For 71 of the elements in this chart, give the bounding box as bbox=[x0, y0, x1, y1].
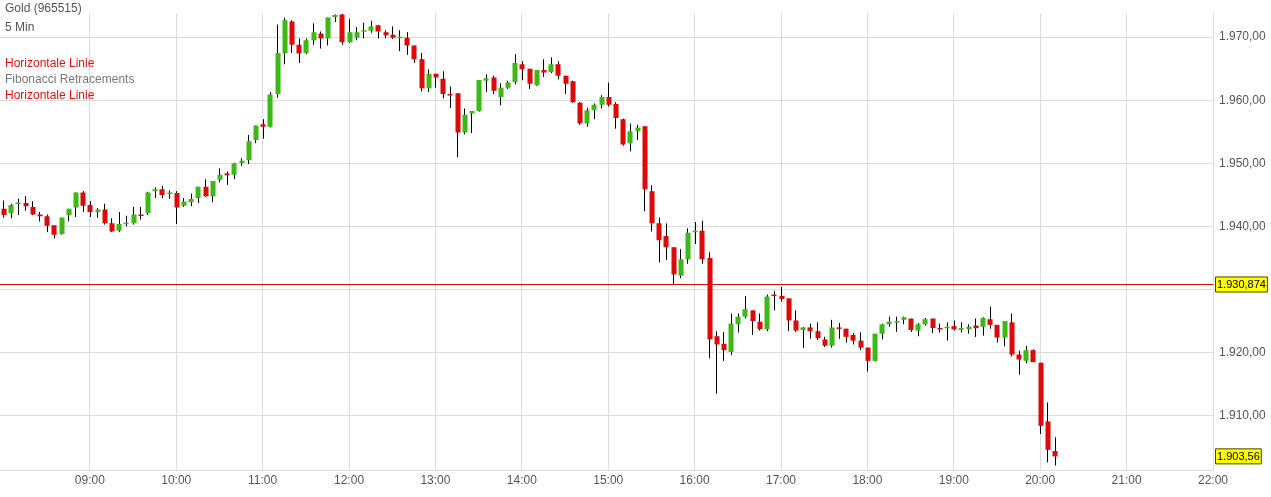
candlestick bbox=[1052, 436, 1058, 467]
candlestick bbox=[519, 60, 525, 81]
candlestick bbox=[1016, 350, 1022, 376]
candlestick bbox=[491, 75, 497, 95]
candlestick bbox=[210, 180, 216, 203]
candlestick bbox=[829, 319, 835, 349]
candlestick bbox=[289, 19, 295, 54]
y-tick-label: 1.910,00 bbox=[1219, 408, 1267, 423]
x-tick-label: 14:00 bbox=[506, 472, 538, 487]
annotation: Horizontale Linie bbox=[5, 88, 95, 103]
candlestick bbox=[786, 297, 792, 332]
candlestick bbox=[577, 101, 583, 126]
candlestick bbox=[714, 330, 720, 395]
candlestick bbox=[793, 309, 799, 333]
x-tick-label: 10:00 bbox=[161, 472, 192, 487]
x-tick-label: 16:00 bbox=[679, 472, 710, 487]
candlestick bbox=[260, 118, 266, 140]
candlestick bbox=[325, 17, 331, 46]
candlestick bbox=[440, 70, 446, 99]
candlestick bbox=[606, 82, 612, 108]
x-tick-label: 12:00 bbox=[334, 472, 365, 487]
annotation: Horizontale Linie bbox=[5, 56, 95, 71]
candlestick bbox=[512, 53, 518, 85]
candlestick bbox=[311, 22, 317, 46]
x-tick-label: 15:00 bbox=[593, 472, 624, 487]
x-tick-label: 22:00 bbox=[1197, 472, 1229, 487]
candlestick bbox=[663, 222, 669, 261]
y-tick-label: 1.940,00 bbox=[1219, 218, 1267, 233]
x-tick-label: 21:00 bbox=[1111, 472, 1142, 487]
text: 1.903,56 bbox=[1217, 449, 1260, 462]
y-tick-label: 1.920,00 bbox=[1219, 344, 1267, 359]
candlestick bbox=[174, 190, 180, 225]
candlestick bbox=[584, 107, 590, 128]
y-tick-label: 1.970,00 bbox=[1219, 29, 1267, 44]
candlestick bbox=[656, 217, 662, 263]
candlestick bbox=[750, 309, 756, 336]
candlestick bbox=[613, 101, 619, 130]
candlestick bbox=[73, 191, 79, 218]
candlestick bbox=[678, 248, 684, 279]
candlestick bbox=[404, 31, 410, 56]
candlestick bbox=[102, 203, 108, 226]
x-tick-label: 18:00 bbox=[852, 472, 883, 487]
y-tick-label: 1.950,00 bbox=[1219, 155, 1267, 170]
candlestick bbox=[987, 306, 993, 330]
x-tick-label: 11:00 bbox=[248, 472, 278, 487]
x-tick-label: 09:00 bbox=[74, 472, 106, 487]
chart-title: Gold (965515) bbox=[5, 1, 82, 16]
candlestick bbox=[742, 295, 748, 320]
candlestick bbox=[347, 18, 353, 44]
text: 5 Min bbox=[5, 20, 35, 35]
x-tick-label: 17:00 bbox=[766, 472, 797, 487]
candlestick bbox=[296, 37, 302, 64]
annotation: Fibonacci Retracements bbox=[5, 72, 135, 87]
candlestick bbox=[555, 60, 561, 80]
x-tick-label: 13:00 bbox=[420, 472, 451, 487]
y-tick-label: 1.960,00 bbox=[1219, 92, 1267, 107]
candlestick bbox=[498, 82, 504, 106]
ref-line-label: 1.930,874 bbox=[1217, 278, 1266, 291]
candlestick bbox=[462, 107, 468, 135]
candlestick bbox=[116, 211, 122, 233]
candlestick bbox=[80, 190, 86, 213]
candlestick bbox=[721, 331, 727, 362]
candlestick bbox=[980, 316, 986, 337]
candlestick bbox=[469, 110, 475, 134]
candlestick bbox=[627, 123, 633, 152]
candlestick bbox=[246, 134, 252, 165]
candlestick bbox=[735, 313, 741, 333]
x-tick-label: 19:00 bbox=[938, 472, 970, 487]
x-tick-label: 20:00 bbox=[1025, 472, 1056, 487]
candlestick bbox=[1002, 320, 1008, 347]
candlestick bbox=[426, 68, 432, 93]
